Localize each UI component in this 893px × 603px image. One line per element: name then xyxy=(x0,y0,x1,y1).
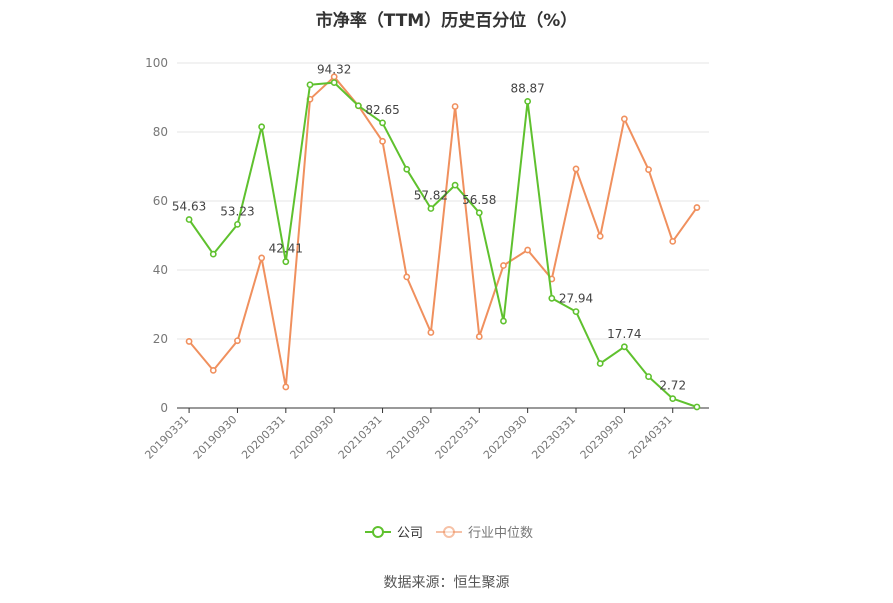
point-1-3 xyxy=(258,254,266,262)
point-0-19 xyxy=(645,373,652,381)
data-label-12: 56.58 xyxy=(462,193,496,207)
data-label-6: 94.32 xyxy=(317,63,351,77)
x-tick-label-20230930: 20230930 xyxy=(578,413,627,462)
point-0-16 xyxy=(572,308,580,316)
data-label-8: 82.65 xyxy=(365,103,399,117)
y-tick-label-40: 40 xyxy=(153,263,168,277)
point-0-15 xyxy=(548,294,556,302)
point-1-20 xyxy=(669,237,677,245)
x-tick-label-20210331: 20210331 xyxy=(336,413,385,462)
x-tick-label-20190331: 20190331 xyxy=(142,413,191,462)
series-line-1 xyxy=(188,75,698,388)
x-tick-label-20230331: 20230331 xyxy=(529,413,578,462)
point-1-17 xyxy=(596,232,604,240)
point-1-18 xyxy=(620,115,628,123)
point-0-5 xyxy=(306,81,314,89)
chart-title: 市净率（TTM）历史百分位（%） xyxy=(315,11,578,31)
point-1-21 xyxy=(693,204,701,211)
point-0-3 xyxy=(258,123,266,131)
legend-company-icon xyxy=(365,525,391,538)
point-0-4 xyxy=(282,258,290,266)
point-0-18 xyxy=(620,343,628,351)
y-axis: 0 20 40 60 80 100 xyxy=(145,56,168,415)
series-layer xyxy=(185,73,701,411)
data-labels: 54.63 53.23 42.41 94.32 82.65 57.82 56.58 88.87… xyxy=(172,63,686,393)
data-label-2: 53.23 xyxy=(220,204,254,218)
point-1-4 xyxy=(282,383,290,391)
point-1-2 xyxy=(234,337,241,345)
x-tick-label-20190930: 20190930 xyxy=(191,413,240,462)
point-1-9 xyxy=(403,273,411,281)
point-0-21 xyxy=(693,403,701,411)
y-tick-label-60: 60 xyxy=(153,194,168,208)
point-0-20 xyxy=(669,395,677,403)
y-tick-label-20: 20 xyxy=(153,332,168,346)
x-tick-label-20210930: 20210930 xyxy=(384,413,433,462)
data-label-10: 57.82 xyxy=(414,189,448,203)
x-tick-label-20200930: 20200930 xyxy=(288,413,337,462)
point-0-12 xyxy=(475,209,483,217)
y-tick-label-0: 0 xyxy=(160,401,168,415)
point-1-1 xyxy=(209,366,217,374)
y-tick-label-80: 80 xyxy=(153,125,168,139)
legend-industry-icon xyxy=(436,525,462,538)
grid-lines xyxy=(177,62,709,340)
point-0-8 xyxy=(379,119,386,127)
legend-company-label: 公司 xyxy=(397,526,424,541)
point-1-14 xyxy=(524,246,532,254)
point-0-11 xyxy=(451,181,459,189)
point-0-6 xyxy=(330,79,338,86)
x-axis: 20190331 20190930 20200331 20200930 20210331… xyxy=(142,407,709,462)
point-0-14 xyxy=(524,97,532,105)
point-0-9 xyxy=(403,165,411,173)
point-0-0 xyxy=(185,216,193,223)
x-tick-label-20240331: 20240331 xyxy=(626,413,675,462)
point-1-10 xyxy=(427,329,435,336)
data-label-16: 27.94 xyxy=(559,292,593,306)
legend-industry-label: 行业中位数 xyxy=(468,526,534,541)
point-0-17 xyxy=(596,360,604,367)
point-1-0 xyxy=(185,338,193,345)
x-tick-label-20220930: 20220930 xyxy=(481,413,530,462)
data-label-14: 88.87 xyxy=(510,81,544,95)
data-label-0: 54.63 xyxy=(172,200,206,214)
point-0-10 xyxy=(427,205,435,212)
series-line-0 xyxy=(188,81,698,408)
x-tick-label-20220331: 20220331 xyxy=(433,413,482,462)
data-label-18: 17.74 xyxy=(607,327,641,341)
point-0-13 xyxy=(500,317,507,325)
legend-item-industry[interactable]: 行业中位数 xyxy=(436,522,533,541)
point-1-11 xyxy=(451,103,459,110)
point-1-16 xyxy=(572,165,580,173)
legend-item-company[interactable]: 公司 xyxy=(365,522,423,541)
point-1-13 xyxy=(500,262,507,269)
point-0-7 xyxy=(354,102,362,110)
data-label-20: 2.72 xyxy=(659,379,686,393)
point-0-1 xyxy=(209,250,217,258)
point-1-19 xyxy=(645,166,652,174)
point-0-2 xyxy=(234,220,241,228)
source-note: 数据来源：恒生聚源 xyxy=(383,575,510,591)
data-label-4: 42.41 xyxy=(269,242,303,256)
point-1-8 xyxy=(379,137,386,145)
y-tick-label-100: 100 xyxy=(145,56,168,70)
x-tick-label-20200331: 20200331 xyxy=(239,413,288,462)
point-1-12 xyxy=(475,333,483,340)
